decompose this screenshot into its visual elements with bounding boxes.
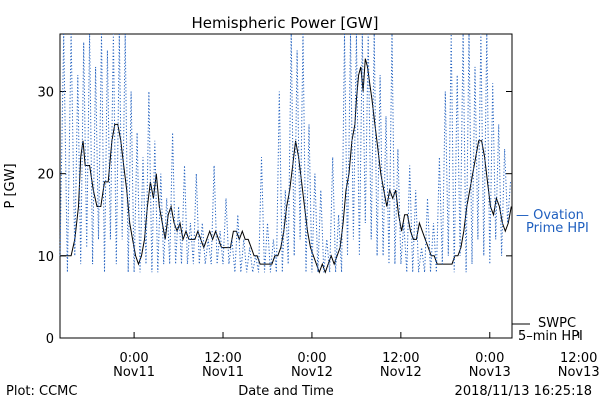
x-tick-time-label: 12:00 xyxy=(560,351,597,366)
y-axis: 0 10 20 30 xyxy=(37,86,512,347)
series-group xyxy=(59,33,512,274)
legend-ovation-label: — Ovation xyxy=(516,208,584,223)
footer-plot-credit: Plot: CCMC xyxy=(6,384,77,399)
footer-timestamp: 2018/11/13 16:25:18 xyxy=(455,384,592,399)
x-tick-time-label: 12:00 xyxy=(204,351,241,366)
footer-x-label: Date and Time xyxy=(238,384,334,399)
x-tick-date-label: Nov11 xyxy=(113,365,155,380)
legend-ovation-label-line2: Prime HPI xyxy=(526,221,589,236)
x-tick-date-label: Nov12 xyxy=(380,365,422,380)
legend-swpc-label-line2: 5–min HPI xyxy=(518,329,583,344)
legend-swpc-label: SWPC xyxy=(538,316,576,331)
y-tick-label: 10 xyxy=(37,250,54,265)
series-ovation-prime-hpi xyxy=(59,33,511,273)
series-swpc-hpi xyxy=(60,58,512,274)
y-tick-label: 0 xyxy=(46,332,54,347)
x-tick-time-label: 0:00 xyxy=(297,351,326,366)
y-axis-label: P [GW] xyxy=(3,163,18,208)
chart-title: Hemispheric Power [GW] xyxy=(192,14,379,32)
x-tick-date-label: Nov13 xyxy=(469,365,511,380)
x-axis: 0:00Nov1112:00Nov110:00Nov1212:00Nov120:… xyxy=(113,332,600,380)
x-tick-time-label: 0:00 xyxy=(475,351,504,366)
x-tick-date-label: Nov13 xyxy=(558,365,600,380)
plot-frame xyxy=(59,33,513,339)
x-tick-date-label: Nov12 xyxy=(291,365,333,380)
x-tick-date-label: Nov11 xyxy=(202,365,244,380)
y-tick-label: 30 xyxy=(37,86,54,101)
x-tick-time-label: 0:00 xyxy=(119,351,148,366)
x-tick-time-label: 12:00 xyxy=(382,351,419,366)
y-tick-label: 20 xyxy=(37,168,54,183)
